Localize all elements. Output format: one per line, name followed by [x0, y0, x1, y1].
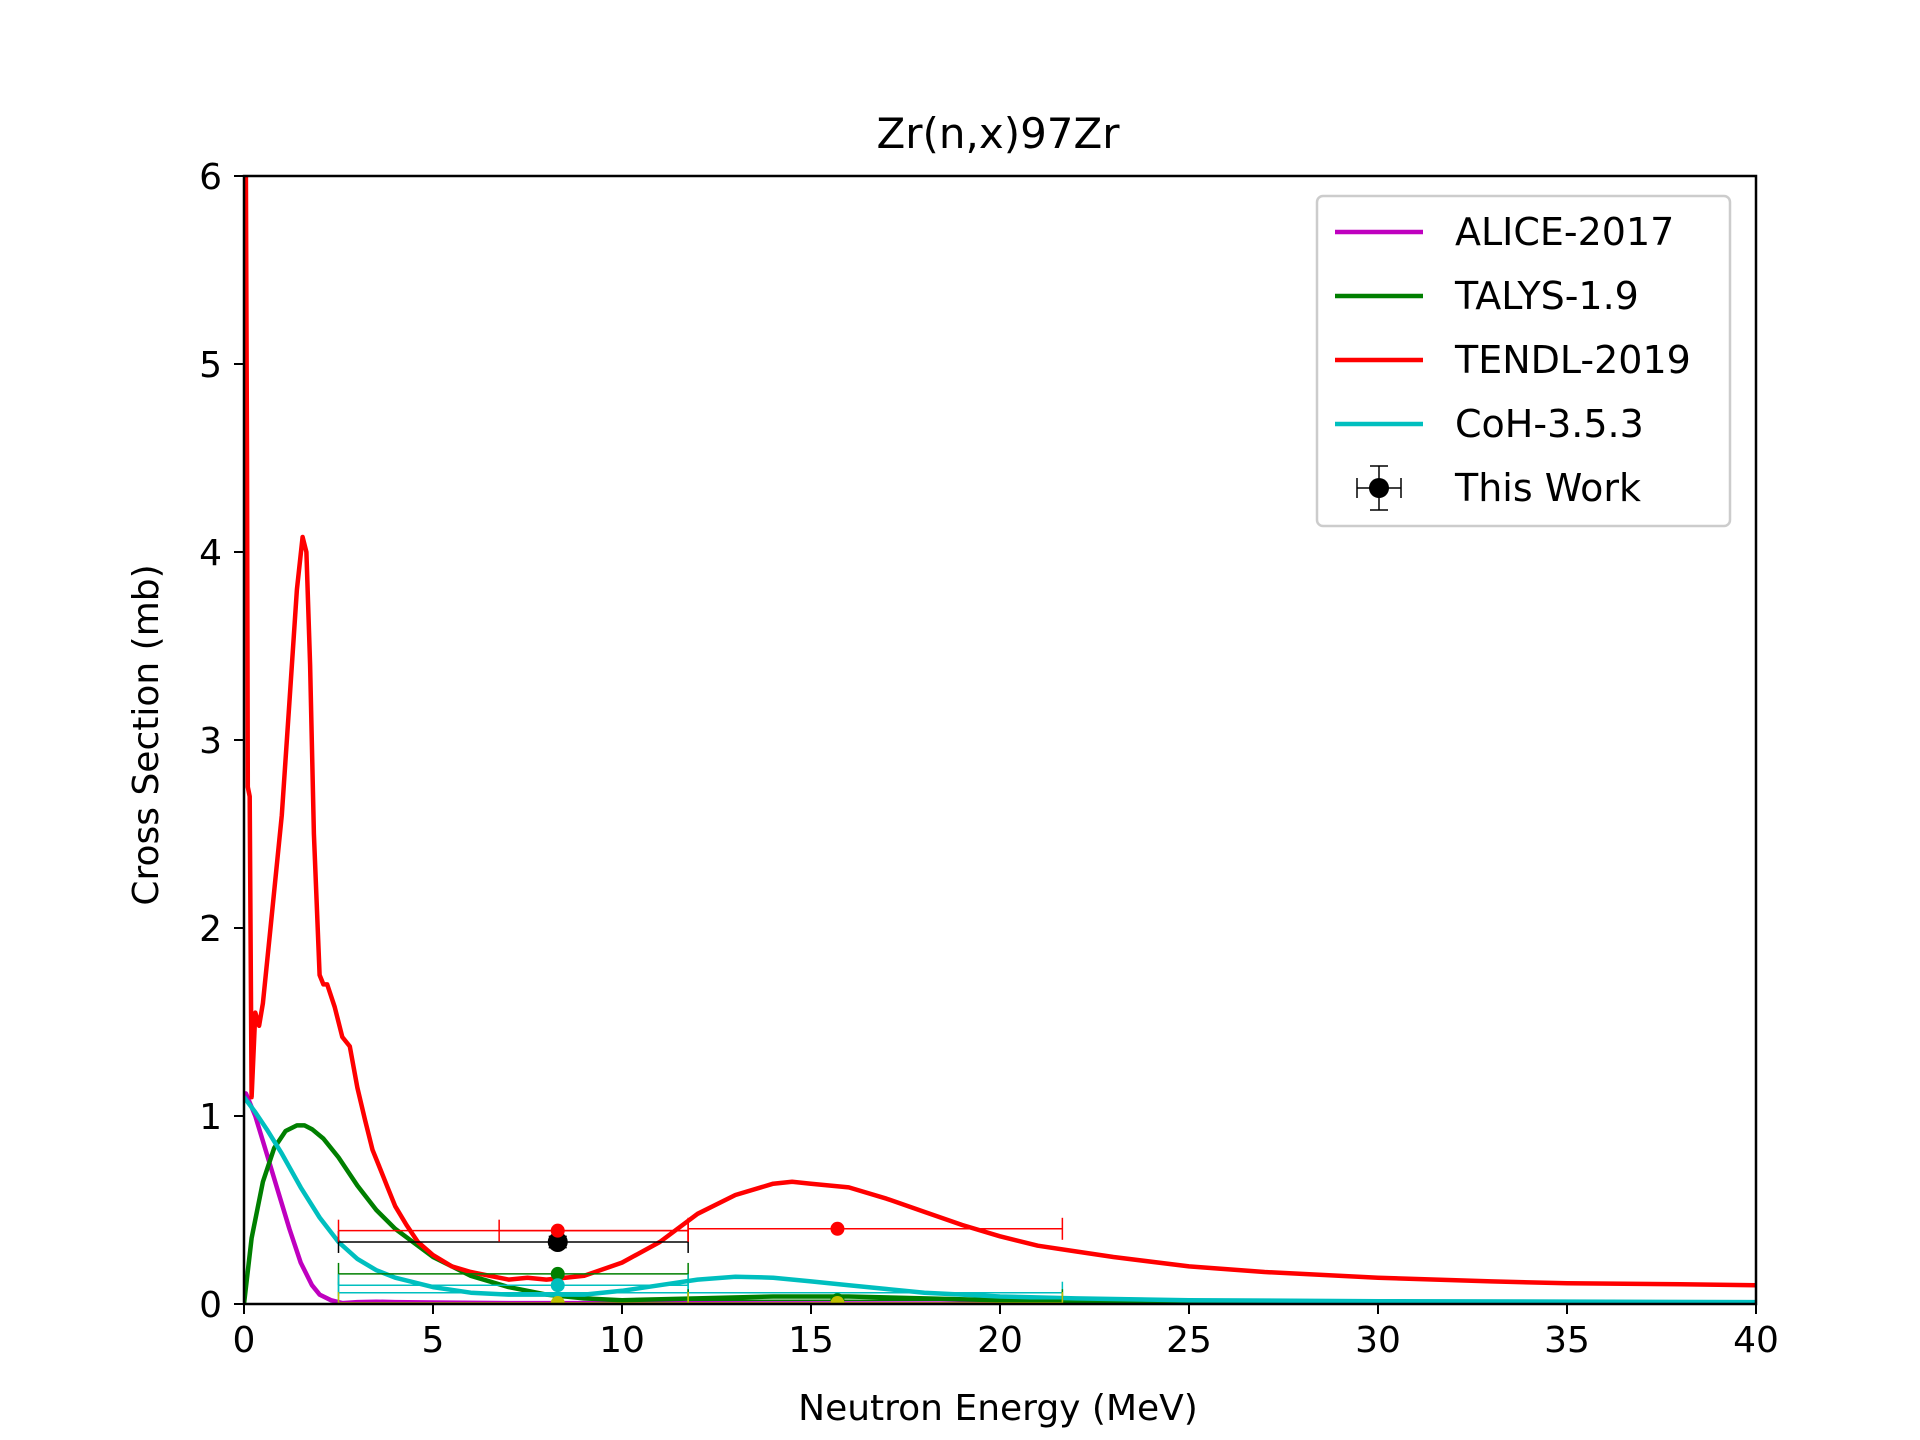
legend-label: ALICE-2017	[1455, 210, 1674, 254]
legend-entry: TALYS-1.9	[1335, 274, 1639, 318]
y-tick-label: 2	[199, 909, 222, 950]
data-point-marker	[550, 1278, 565, 1293]
x-tick-label: 10	[599, 1320, 645, 1361]
x-tick-label: 25	[1166, 1320, 1212, 1361]
legend-entry: CoH-3.5.3	[1335, 402, 1644, 446]
data-point-marker	[830, 1296, 845, 1304]
y-axis-label: Cross Section (mb)	[126, 564, 167, 905]
legend-label: This Work	[1454, 466, 1641, 510]
legend-swatch-marker	[1369, 478, 1389, 498]
series-line-tendl-2019	[244, 176, 1756, 1288]
y-tick-label: 6	[199, 157, 222, 198]
x-tick-label: 20	[977, 1320, 1023, 1361]
x-tick-label: 15	[788, 1320, 834, 1361]
errorbar-tendl-2019	[687, 1217, 1064, 1240]
legend-label: TALYS-1.9	[1454, 274, 1639, 318]
data-point-marker	[550, 1266, 565, 1281]
x-tick-label: 40	[1733, 1320, 1779, 1361]
y-tick-label: 4	[199, 533, 222, 574]
legend-entry: TENDL-2019	[1335, 338, 1691, 382]
axes: 0 5 10 15 20 25 30 35 40 0 1 2 3 4 5 6	[199, 157, 1779, 1361]
legend-box	[1315, 194, 1732, 528]
y-tick-label: 1	[199, 1097, 222, 1138]
chart-title: Zr(n,x)97Zr	[876, 109, 1120, 158]
x-tick-label: 35	[1544, 1320, 1590, 1361]
y-tick-label: 0	[199, 1285, 222, 1326]
legend-label: CoH-3.5.3	[1455, 402, 1644, 446]
y-tick-label: 3	[199, 721, 222, 762]
data-point-marker	[550, 1296, 565, 1304]
x-tick-label: 0	[233, 1320, 256, 1361]
data-point-marker	[547, 1231, 568, 1252]
x-tick-label: 5	[422, 1320, 445, 1361]
legend-entry: ALICE-2017	[1335, 210, 1674, 254]
legend: ALICE-2017 TALYS-1.9 TENDL-2019 CoH-3.5.3 Th…	[1315, 194, 1732, 528]
y-tick-label: 5	[199, 345, 222, 386]
data-point-marker	[830, 1221, 845, 1236]
legend-label: TENDL-2019	[1454, 338, 1691, 382]
x-axis-label: Neutron Energy (MeV)	[798, 1388, 1198, 1429]
x-tick-label: 30	[1355, 1320, 1401, 1361]
legend-entry: This Work	[1356, 465, 1641, 511]
